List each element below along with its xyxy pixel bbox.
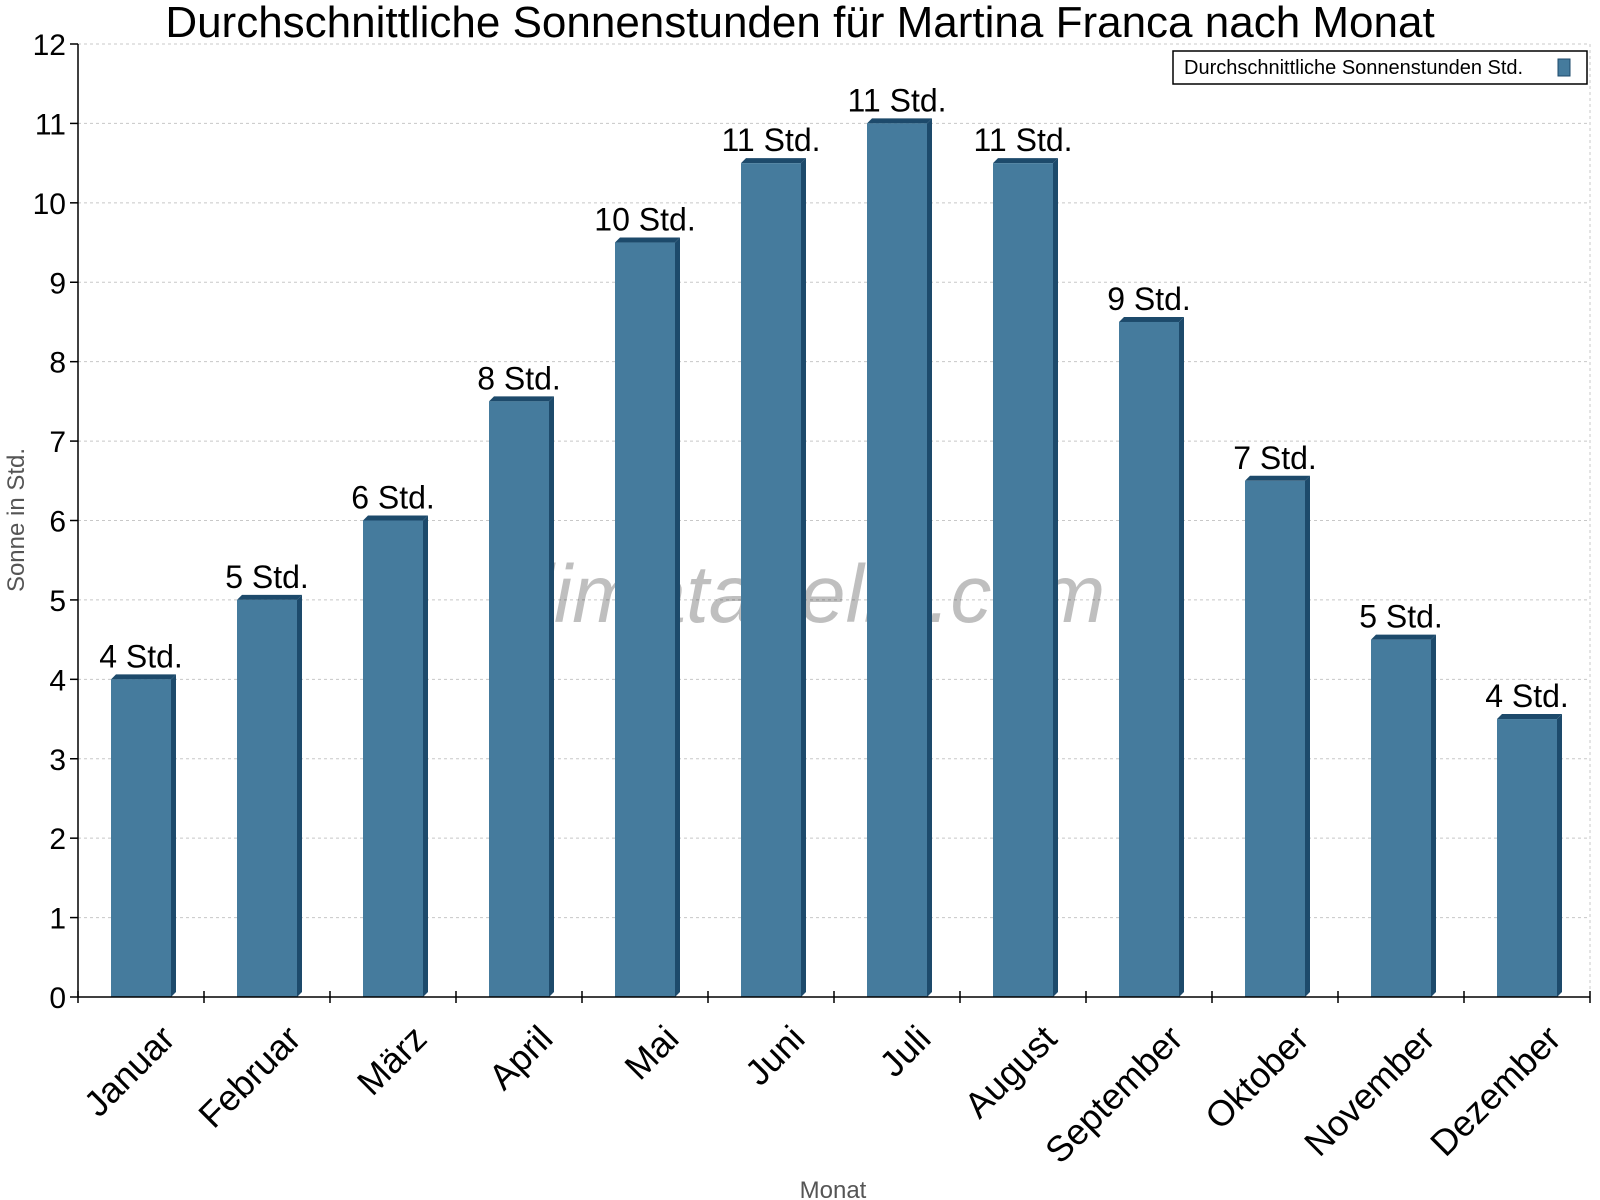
bar-top-face — [363, 515, 428, 521]
y-tick-label-12: 12 — [33, 29, 66, 62]
y-axis-label: Sonne in Std. — [3, 448, 30, 592]
bar-front-face — [867, 123, 927, 997]
bar-top-face — [867, 118, 932, 124]
bar-November — [1371, 634, 1436, 997]
bar-Mai — [615, 237, 680, 997]
y-tick-label-5: 5 — [49, 585, 66, 618]
y-tick-label-7: 7 — [49, 426, 66, 459]
x-tick-label-Februar: Februar — [190, 1017, 308, 1135]
bar-top-face — [1245, 475, 1310, 481]
data-label-August: 11 Std. — [973, 122, 1072, 158]
data-label-Oktober: 7 Std. — [1233, 440, 1317, 476]
chart-title: Durchschnittliche Sonnenstunden für Mart… — [165, 0, 1434, 47]
bar-front-face — [1119, 321, 1179, 997]
bar-side-face — [927, 118, 932, 997]
x-tick-label-November: November — [1296, 1017, 1442, 1163]
bar-Dezember — [1497, 714, 1562, 997]
x-tick-label-Januar: Januar — [76, 1017, 183, 1124]
bar-März — [363, 515, 428, 997]
bar-Juli — [867, 118, 932, 997]
bar-side-face — [675, 237, 680, 997]
data-label-Mai: 10 Std. — [594, 202, 695, 238]
bar-Oktober — [1245, 475, 1310, 998]
y-tick-label-4: 4 — [49, 664, 66, 697]
y-tick-label-9: 9 — [49, 267, 66, 300]
bar-August — [993, 158, 1058, 997]
y-tick-label-10: 10 — [33, 188, 66, 221]
bar-top-face — [1371, 634, 1436, 640]
y-tick-label-2: 2 — [49, 823, 66, 856]
bar-front-face — [1371, 639, 1431, 997]
data-label-September: 9 Std. — [1107, 281, 1191, 317]
data-label-Dezember: 4 Std. — [1485, 678, 1569, 714]
data-label-April: 8 Std. — [477, 360, 561, 396]
bar-side-face — [1053, 158, 1058, 997]
bar-top-face — [741, 158, 806, 164]
y-tick-label-0: 0 — [49, 982, 66, 1015]
bar-side-face — [1305, 475, 1310, 998]
bar-side-face — [297, 594, 302, 997]
legend-swatch — [1557, 58, 1571, 77]
x-tick-label-Mai: Mai — [616, 1017, 686, 1087]
bar-Februar — [237, 594, 302, 997]
x-tick-label-April: April — [481, 1017, 561, 1097]
bar-front-face — [489, 401, 549, 997]
data-labels: 4 Std. 5 Std. 6 Std. 8 Std. 10 Std. 11 Std. 11… — [99, 82, 1569, 714]
y-tick-label-8: 8 — [49, 347, 66, 380]
bar-front-face — [363, 520, 423, 997]
y-tick-label-1: 1 — [49, 903, 66, 936]
bar-front-face — [237, 599, 297, 997]
x-axis-label: Monat — [800, 1177, 867, 1200]
x-tick-label-März: März — [349, 1017, 435, 1103]
bar-front-face — [1497, 719, 1557, 997]
x-tick-label-August: August — [956, 1017, 1064, 1125]
y-tick-label-6: 6 — [49, 506, 66, 539]
data-label-Februar: 5 Std. — [225, 559, 309, 595]
bar-side-face — [423, 515, 428, 997]
y-tick-label-11: 11 — [35, 108, 66, 141]
bar-side-face — [549, 396, 554, 997]
bar-front-face — [1245, 480, 1305, 998]
legend-box — [1172, 50, 1588, 85]
legend-label: Durchschnittliche Sonnenstunden Std. — [1184, 57, 1523, 79]
x-tick-label-Dezember: Dezember — [1422, 1017, 1568, 1163]
bar-Juni — [741, 158, 806, 997]
legend: Durchschnittliche Sonnenstunden Std. — [1172, 50, 1588, 85]
grid-lines — [78, 43, 1591, 997]
bar-top-face — [615, 237, 680, 243]
bar-side-face — [1557, 714, 1562, 997]
bar-side-face — [1179, 316, 1184, 997]
bar-Januar — [111, 674, 176, 997]
bar-side-face — [801, 158, 806, 997]
bar-April — [489, 396, 554, 997]
bars — [111, 118, 1562, 998]
bar-top-face — [1119, 316, 1184, 322]
x-tick-label-Oktober: Oktober — [1197, 1017, 1317, 1137]
y-tick-label-3: 3 — [49, 744, 66, 777]
data-label-November: 5 Std. — [1359, 599, 1443, 635]
bar-top-face — [993, 158, 1058, 164]
data-label-Januar: 4 Std. — [99, 638, 183, 674]
bar-top-face — [489, 396, 554, 402]
bar-September — [1119, 316, 1184, 997]
bar-top-face — [237, 594, 302, 600]
bar-side-face — [1431, 634, 1436, 997]
x-tick-label-September: September — [1037, 1017, 1191, 1171]
data-label-Juli: 11 Std. — [847, 82, 946, 118]
bar-front-face — [111, 679, 171, 997]
bar-front-face — [615, 242, 675, 997]
bar-top-face — [1497, 714, 1562, 720]
x-tick-label-Juni: Juni — [737, 1017, 813, 1093]
bar-side-face — [171, 674, 176, 997]
bar-top-face — [111, 674, 176, 680]
x-tick-label-Juli: Juli — [871, 1017, 938, 1084]
data-label-Juni: 11 Std. — [721, 122, 820, 158]
data-label-März: 6 Std. — [351, 480, 435, 516]
bar-front-face — [741, 163, 801, 997]
bar-front-face — [993, 163, 1053, 997]
